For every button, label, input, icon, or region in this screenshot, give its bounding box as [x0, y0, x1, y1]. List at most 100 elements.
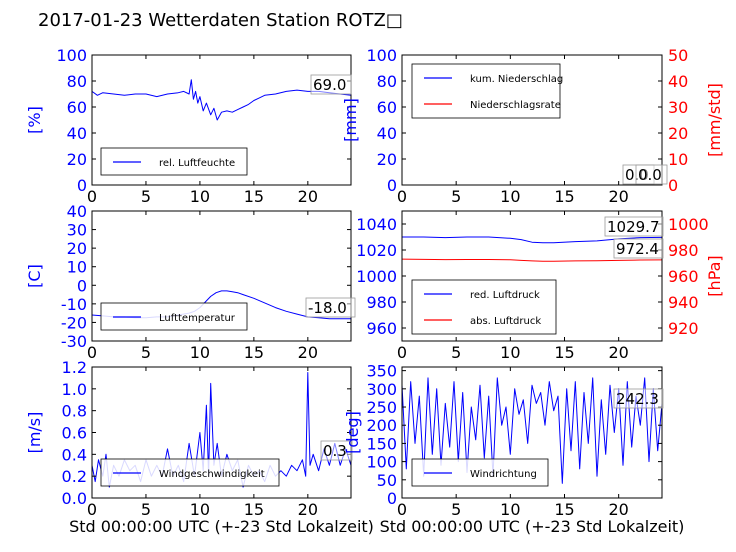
y-tick-label: 960 — [366, 319, 397, 338]
y-axis-label: [m/s] — [25, 412, 44, 454]
x-tick-label: 0 — [87, 500, 97, 519]
y-tick-label: 0.2 — [62, 467, 87, 486]
x-axis-label: Std 00:00:00 UTC (+-23 Std Lokalzeit) — [69, 517, 374, 536]
value-annotation-box — [305, 297, 356, 318]
value-annotation: 242.3 — [616, 390, 659, 408]
y-tick-label: 100 — [366, 46, 397, 65]
y-tick-label: -20 — [61, 313, 87, 332]
y-tick-label: 980 — [366, 293, 397, 312]
y-axis-label: [mm] — [341, 98, 360, 142]
y-tick-label: 80 — [377, 72, 397, 91]
x-tick-label: 10 — [500, 187, 520, 206]
y-tick-label: 250 — [366, 398, 397, 417]
y-tick-label: -10 — [61, 295, 87, 314]
y-right-tick-label: 30 — [668, 98, 688, 117]
y-tick-label: 1000 — [356, 267, 397, 286]
y-tick-label: 60 — [377, 98, 397, 117]
x-tick-label: 15 — [244, 187, 264, 206]
x-tick-label: 0 — [397, 500, 407, 519]
x-tick-label: 5 — [451, 187, 461, 206]
y-tick-label: 1040 — [356, 215, 397, 234]
value-annotation-box — [613, 238, 664, 259]
y-right-tick-label: 20 — [668, 124, 688, 143]
x-tick-label: 10 — [500, 343, 520, 362]
y-tick-label: 0.6 — [62, 424, 87, 443]
plot-frame — [401, 366, 663, 499]
y-tick-label: 1020 — [356, 241, 397, 260]
legend-label: Niederschlagsrate — [470, 100, 561, 111]
y-right-tick-label: 920 — [668, 319, 699, 338]
x-tick-label: 10 — [500, 500, 520, 519]
y-tick-label: 100 — [366, 453, 397, 472]
chart-panel-middle-left: 0 5 10 15 20-30-20-10010203040[C]Lufttempera… — [25, 202, 356, 362]
y-right-tick-label: 0 — [668, 176, 678, 195]
y-right-axis-label: [hPa] — [705, 255, 724, 296]
series-line-abs-luftdruck — [401, 258, 663, 262]
x-tick-label: 15 — [554, 500, 574, 519]
x-tick-label: 20 — [298, 187, 318, 206]
plot-frame — [91, 210, 352, 342]
y-tick-label: 20 — [377, 150, 397, 169]
y-tick-label: 80 — [67, 72, 87, 91]
value-annotation: 972.4 — [616, 240, 659, 258]
x-tick-label: 15 — [554, 187, 574, 206]
y-axis-label: [%] — [25, 106, 44, 134]
value-annotation-box — [604, 216, 664, 237]
y-tick-label: 300 — [366, 380, 397, 399]
y-tick-label: 40 — [377, 124, 397, 143]
value-annotation: 0.3 — [323, 442, 347, 460]
chart-panel-middle-right: 0 5 10 15 20 960 980 1000 1020 1040 920 940 960 980 10… — [356, 210, 724, 362]
value-annotation: -18.0 — [308, 299, 347, 317]
legend-box — [411, 63, 561, 119]
x-axis-label: Std 00:00:00 UTC (+-23 Std Lokalzeit) — [380, 517, 685, 536]
x-tick-label: 10 — [190, 500, 210, 519]
y-right-tick-label: 960 — [668, 267, 699, 286]
x-tick-label: 5 — [141, 500, 151, 519]
x-tick-label: 0 — [87, 187, 97, 206]
legend-label: Windrichtung — [470, 469, 537, 480]
y-tick-label: 40 — [67, 202, 87, 221]
y-tick-label: 0 — [387, 176, 397, 195]
y-tick-label: 1.0 — [62, 380, 87, 399]
x-tick-label: 10 — [190, 343, 210, 362]
x-tick-label: 20 — [298, 500, 318, 519]
chart-panel-bottom-left: 0 5 10 15 20 0.0 0.2 0.4 0.6 0.8 1.0 1.2 [m/s] Std 00… — [25, 358, 374, 536]
y-tick-label: 30 — [67, 221, 87, 240]
x-tick-label: 20 — [298, 343, 318, 362]
y-right-tick-label: 10 — [668, 150, 688, 169]
x-tick-label: 0 — [87, 343, 97, 362]
y-tick-label: 50 — [377, 471, 397, 490]
series-line-red-luftdruck — [402, 236, 663, 244]
y-tick-label: 40 — [67, 124, 87, 143]
y-axis-label: [deg] — [343, 411, 362, 454]
y-tick-label: 0.4 — [62, 445, 87, 464]
x-tick-label: 5 — [451, 500, 461, 519]
legend-label: red. Luftdruck — [470, 290, 540, 301]
series-line-rel-luftfeuchte — [91, 79, 352, 121]
y-tick-label: 150 — [366, 434, 397, 453]
y-right-tick-label: 940 — [668, 293, 699, 312]
y-tick-label: -30 — [61, 332, 87, 351]
y-right-tick-label: 980 — [668, 241, 699, 260]
y-right-tick-label: 40 — [668, 72, 688, 91]
x-tick-label: 5 — [451, 343, 461, 362]
value-annotation: 1029.7 — [607, 218, 660, 236]
y-tick-label: 350 — [366, 362, 397, 381]
x-tick-label: 20 — [608, 343, 628, 362]
value-annotation-box — [310, 74, 352, 95]
y-tick-label: 20 — [67, 239, 87, 258]
y-tick-label: 0 — [77, 276, 87, 295]
y-tick-label: 0.0 — [62, 489, 87, 508]
x-tick-label: 15 — [244, 500, 264, 519]
value-annotation-box — [635, 164, 668, 185]
value-annotation: 0.0 — [638, 166, 662, 184]
value-annotation-box — [613, 388, 664, 409]
x-tick-label: 10 — [190, 187, 210, 206]
x-tick-label: 15 — [554, 343, 574, 362]
x-tick-label: 20 — [608, 500, 628, 519]
y-right-tick-label: 50 — [668, 46, 688, 65]
x-tick-label: 5 — [141, 343, 151, 362]
